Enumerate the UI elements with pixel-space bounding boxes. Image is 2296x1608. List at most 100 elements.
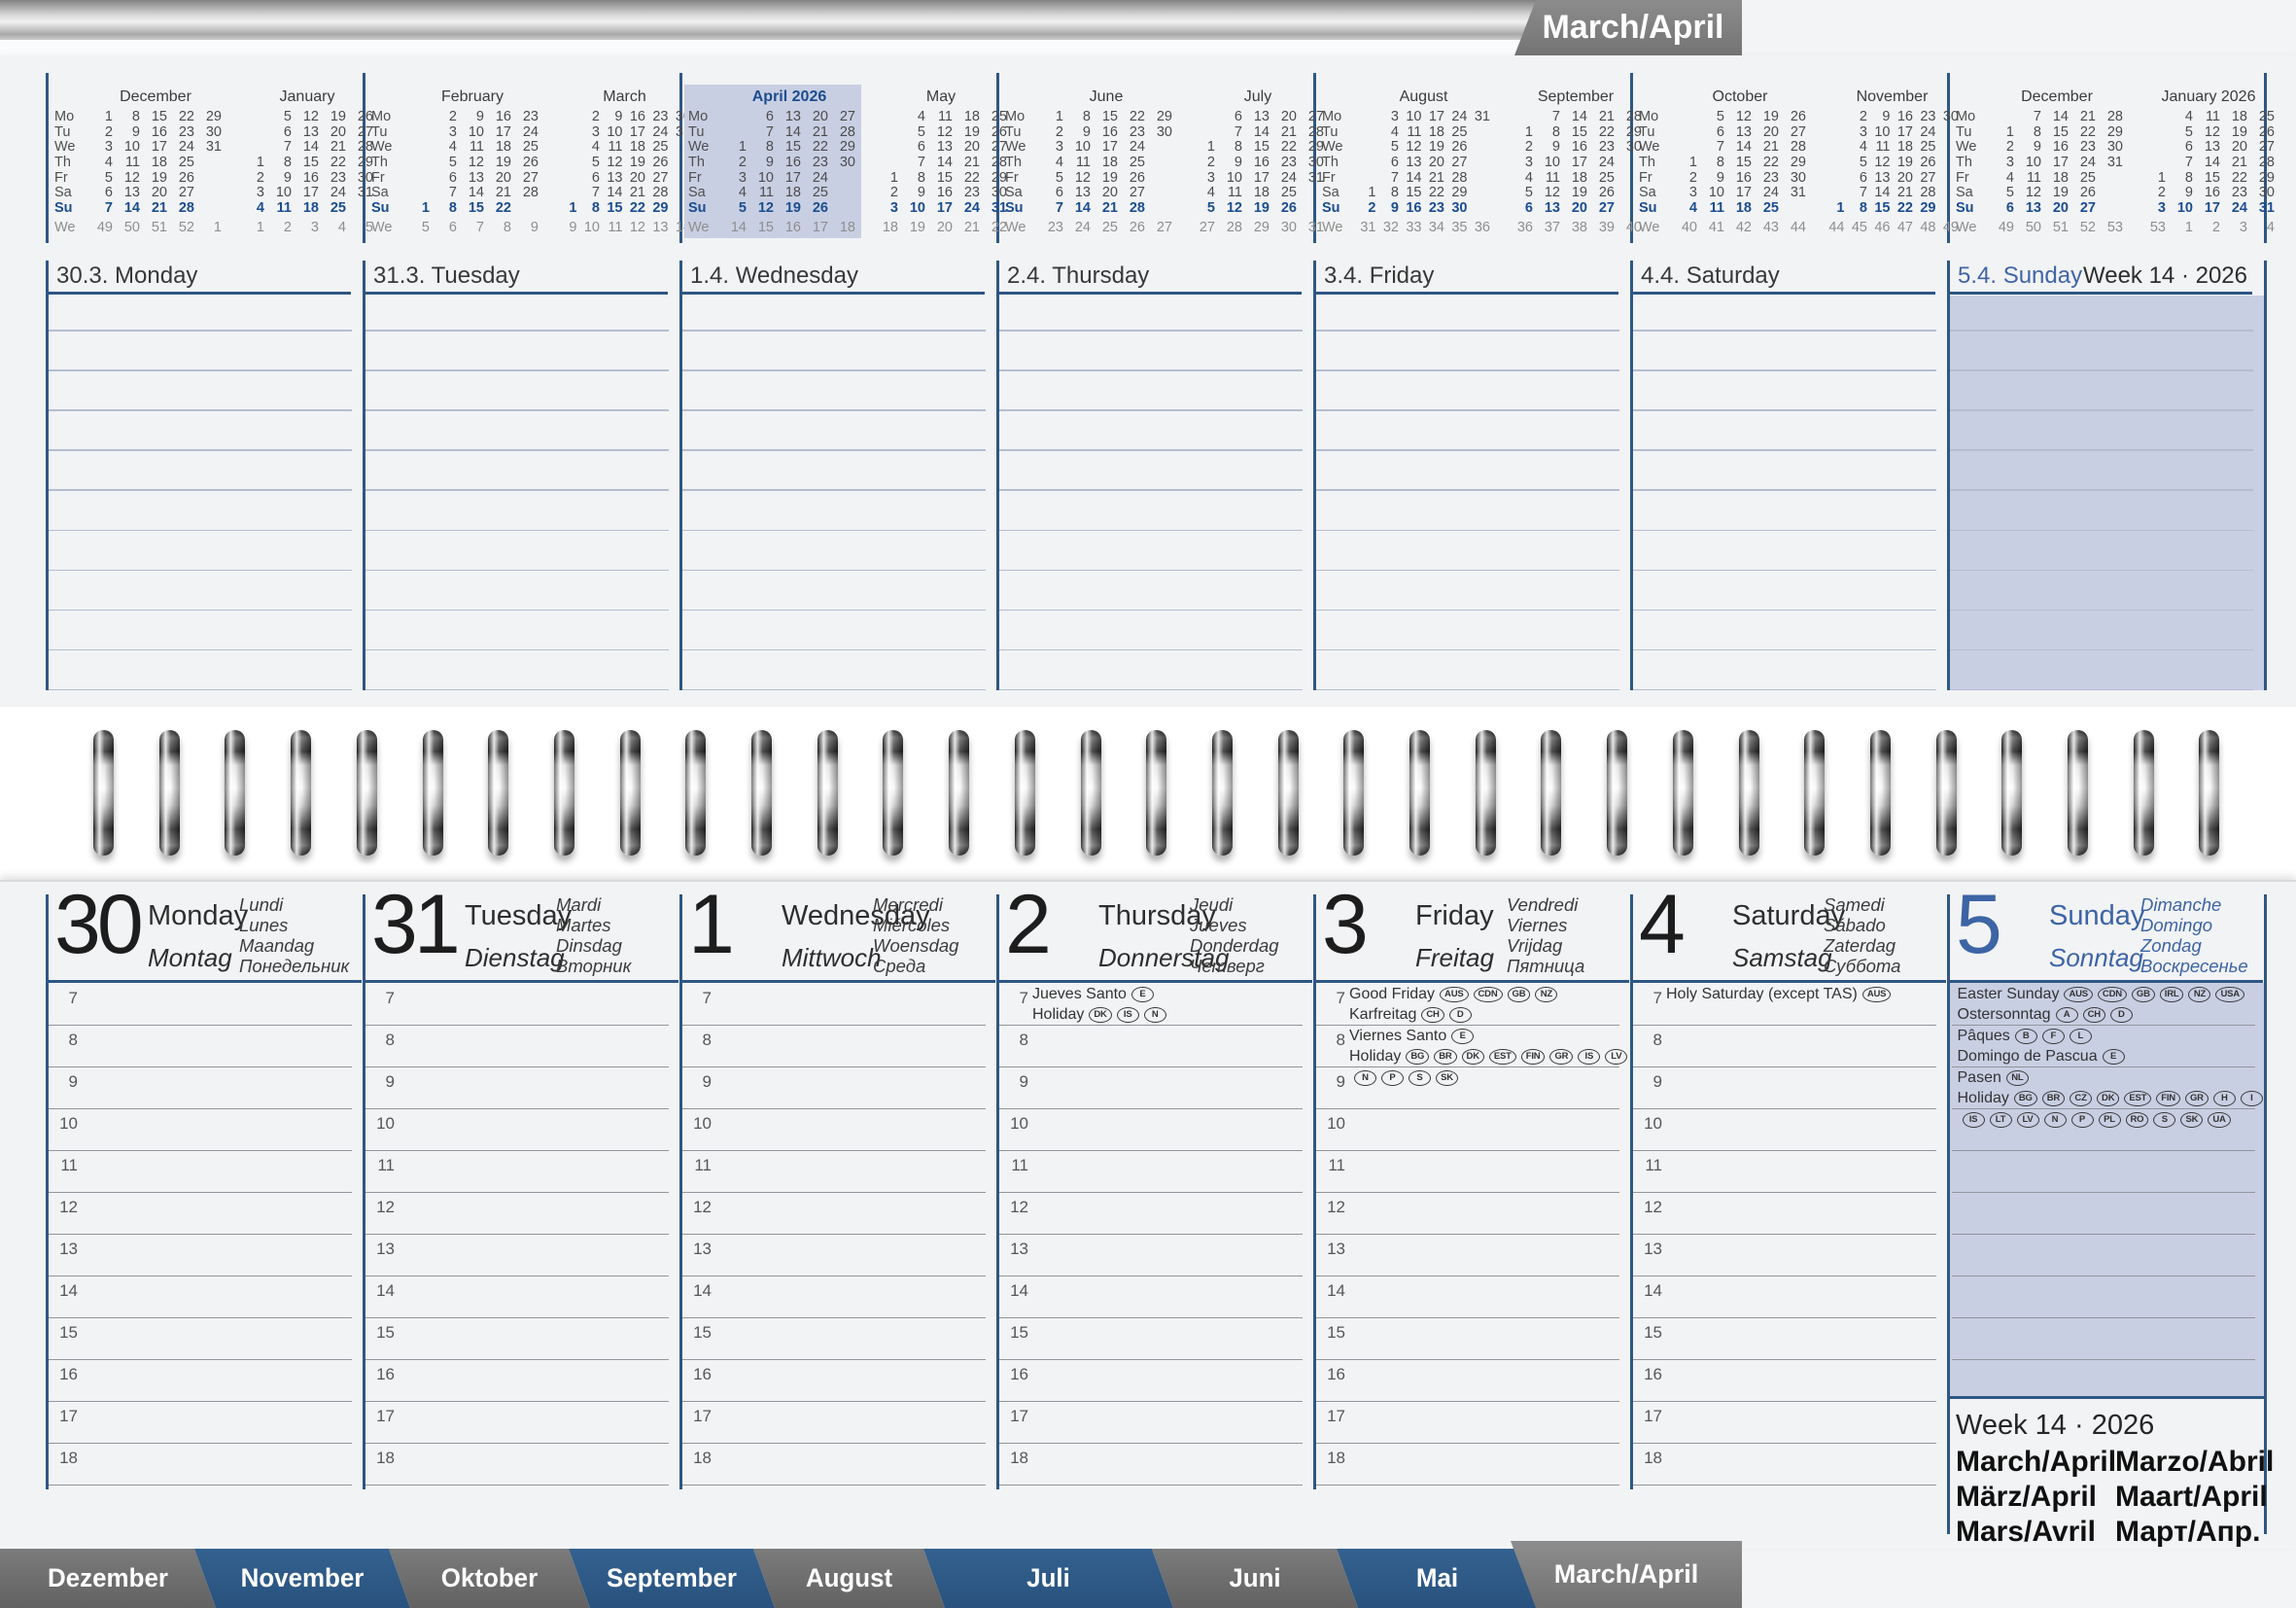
top-month-tab[interactable]: March/April — [1514, 0, 1742, 55]
top-day-column-header: 1.4. Wednesday — [690, 262, 986, 290]
mini-day-cell: 12 — [2204, 123, 2220, 140]
mini-day-cell: 5 — [1716, 109, 1724, 124]
mini-calendar-block: Mo Tu We Th Fr Sa Su We February 2 9 16 23 3 10 17 24 4 11… — [367, 73, 691, 243]
ruled-line — [999, 489, 1303, 491]
month-tab[interactable]: September — [569, 1549, 775, 1608]
hour-slot-line — [49, 1359, 352, 1361]
mini-month-title: January — [279, 88, 335, 105]
mini-dow-label: Mo — [1639, 109, 1659, 124]
mini-week-cell: 39 — [1598, 219, 1615, 235]
country-badge: CZ — [2070, 1090, 2093, 1106]
mini-day-cell: 25 — [330, 200, 346, 217]
mini-day-cell: 26 — [652, 155, 669, 171]
mini-day-cell: 28 — [2106, 109, 2123, 124]
mini-day-cell: 1 — [1688, 155, 1697, 171]
mini-dow-label: Tu — [1639, 123, 1655, 140]
mini-day-cell: 15 — [607, 200, 623, 217]
mini-day-cell: 4 — [917, 109, 925, 124]
hour-label: 12 — [376, 1198, 395, 1216]
month-tab[interactable]: Mai — [1337, 1549, 1538, 1608]
month-tab[interactable]: Dezember — [0, 1549, 216, 1608]
country-badge: A — [2055, 1006, 2078, 1023]
month-tab[interactable]: November — [194, 1549, 410, 1608]
hour-slot-line — [49, 1234, 352, 1236]
mini-week-cell: 44 — [1790, 219, 1806, 235]
mini-week-cell: 52 — [178, 219, 194, 235]
wire-loop — [2133, 730, 2154, 856]
mini-week-cell: 4 — [337, 219, 346, 235]
hour-slot-line — [1633, 1192, 1936, 1194]
column-divider — [1629, 894, 1633, 1489]
wire-loop — [422, 730, 443, 856]
ruled-line — [682, 529, 986, 532]
mini-week-cell: 33 — [1406, 219, 1422, 235]
mini-day-cell: 4 — [1390, 123, 1399, 140]
mini-dow-label: Tu — [1956, 123, 1972, 140]
mini-week-cell: 24 — [1074, 219, 1091, 235]
mini-day-cell: 8 — [1551, 123, 1560, 140]
hour-slot-line — [365, 1066, 669, 1068]
week-summary-title: Week 14 · 2026 — [1956, 1410, 2155, 1441]
mini-day-cell: 5 — [104, 169, 113, 186]
mini-dow-label: Tu — [688, 123, 705, 140]
mini-day-row: 1 8 15 22 29 — [1670, 155, 1810, 171]
mini-day-cell: 17 — [1896, 123, 1913, 140]
mini-day-cell: 3 — [104, 139, 113, 156]
month-name-line: März/April — [1956, 1481, 2098, 1513]
ruled-line — [999, 409, 1303, 411]
mini-day-cell: 27 — [1790, 123, 1806, 140]
month-tab[interactable]: Juli — [923, 1549, 1173, 1608]
mini-day-cell: 19 — [495, 155, 511, 171]
mini-day-cell: 23 — [1129, 123, 1145, 140]
holiday-note: Domingo de Pascua E — [1958, 1047, 2125, 1067]
mini-week-cell: 2 — [283, 219, 292, 235]
mini-day-cell: 27 — [178, 185, 194, 201]
mini-calendar-block: Mo Tu We Th Fr Sa Su We December 1 8 15 22 29 2 9 16 23 30… — [51, 73, 373, 243]
day-name-translation: Суббота — [1824, 956, 1901, 976]
month-tab[interactable]: Juni — [1152, 1549, 1358, 1608]
mini-day-cell: 13 — [1253, 109, 1270, 124]
mini-day-cell: 7 — [1390, 169, 1399, 186]
mini-week-cell: 50 — [2025, 219, 2041, 235]
ruled-line — [1316, 330, 1619, 332]
mini-day-cell: 17 — [151, 139, 167, 156]
mini-day-cell: 1 — [256, 155, 264, 171]
hour-label: 18 — [1327, 1449, 1345, 1467]
day-name-translations: Samedi Sábado Zaterdag Суббота — [1824, 894, 1900, 976]
mini-day-cell: 14 — [1074, 200, 1091, 217]
column-divider — [45, 261, 49, 690]
mini-day-cell: 9 — [283, 169, 292, 186]
day-header: 30 Monday Montag Lundi Lunes Maandag Понедельн… — [54, 878, 356, 980]
mini-day-row: 5 12 19 26 — [1188, 200, 1328, 217]
ruled-line — [1950, 529, 2253, 532]
mini-dow-label: Su — [1322, 200, 1340, 217]
mini-day-cell: 8 — [448, 200, 457, 217]
mini-day-cell: 20 — [151, 185, 167, 201]
holiday-text: Holiday — [1957, 1089, 2009, 1106]
mini-day-row: 2 9 16 23 30 — [2139, 186, 2279, 201]
mini-week-cell: 26 — [1129, 219, 1145, 235]
mini-day-row: 4 11 18 25 — [402, 140, 542, 156]
mini-month-title: December — [2021, 88, 2093, 105]
hour-slot-line — [365, 1234, 669, 1236]
mini-day-cell: 25 — [1451, 123, 1468, 140]
mini-day-cell: 24 — [652, 123, 669, 140]
mini-day-row: 3 10 17 24 31 — [1670, 186, 1810, 201]
hour-label: 10 — [376, 1114, 395, 1133]
mini-day-cell: 10 — [607, 123, 623, 140]
mini-day-cell: 26 — [1598, 185, 1615, 201]
day-date-label: 3.4. Friday — [1324, 262, 1435, 289]
hour-label: 15 — [376, 1323, 395, 1342]
day-name-translation: Вторник — [556, 956, 632, 976]
holiday-note: Holy Saturday (except TAS) AUS — [1666, 985, 1892, 1005]
month-tab[interactable]: August — [753, 1549, 945, 1608]
mini-day-cell: 9 — [1551, 139, 1560, 156]
mini-day-row: 5 12 19 26 — [1670, 109, 1810, 125]
country-badge: AUS — [1861, 987, 1892, 1002]
country-badge: BR — [2041, 1090, 2066, 1106]
mini-day-cell: 5 — [448, 155, 457, 171]
mini-day-cell: 4 — [738, 185, 747, 201]
month-tab[interactable]: Oktober — [389, 1549, 590, 1608]
hour-label: 8 — [385, 1031, 395, 1049]
current-month-tab[interactable]: March/April — [1511, 1541, 1742, 1608]
